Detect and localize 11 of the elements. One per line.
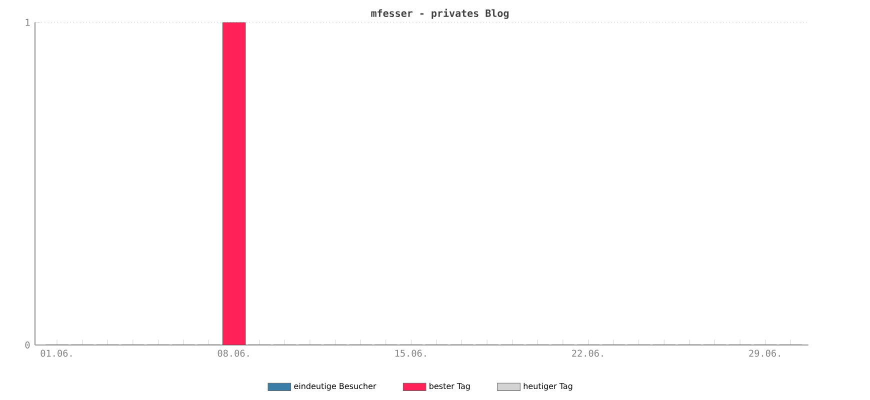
legend-label: heutiger Tag bbox=[524, 382, 572, 391]
legend-label: bester Tag bbox=[430, 382, 470, 391]
y-tick-label: 0 bbox=[25, 341, 30, 349]
x-tick-label: 15.06. bbox=[395, 350, 426, 357]
y-tick-label: 1 bbox=[26, 18, 30, 26]
x-tick-label: 08.06. bbox=[218, 350, 249, 357]
legend-label: eindeutige Besucher bbox=[294, 382, 376, 391]
x-tick-label: 29.06. bbox=[749, 350, 780, 357]
x-tick-label: 22.06. bbox=[572, 350, 603, 357]
chart-title: mfesser - privates Blog bbox=[371, 8, 509, 19]
x-tick-label: 01.06. bbox=[40, 350, 72, 357]
